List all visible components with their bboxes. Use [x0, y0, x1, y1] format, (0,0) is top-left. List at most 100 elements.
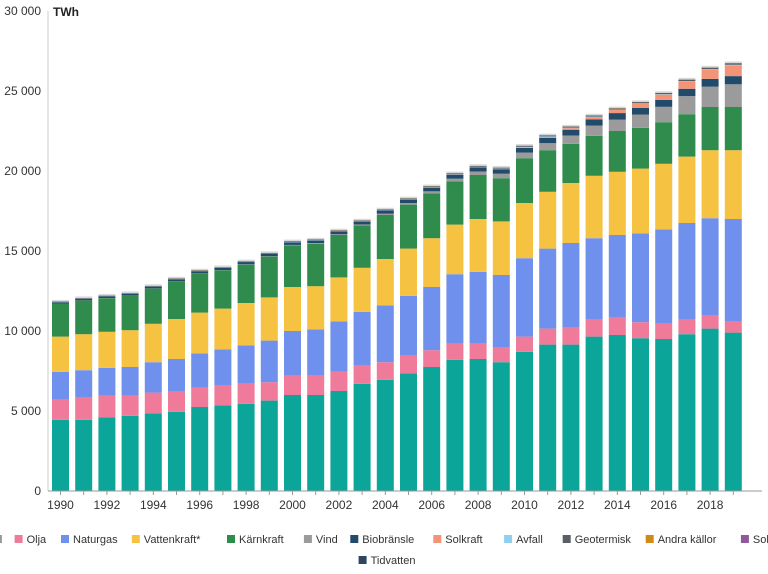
- bar-segment: [655, 94, 673, 100]
- bar-stack-2015: [632, 100, 649, 491]
- bar-segment: [492, 275, 510, 347]
- bar-segment: [52, 336, 69, 372]
- bar-stack-1996: [191, 268, 209, 491]
- bar-segment: [469, 167, 487, 172]
- bar-stack-2002: [330, 228, 348, 491]
- bar-segment: [632, 322, 649, 339]
- legend: Kol Olja Naturgas Vattenkraft* Kärnkraft Vind…: [0, 534, 768, 567]
- legend-swatch: [350, 535, 359, 543]
- x-tick-label: 2008: [465, 498, 492, 512]
- bar-segment: [307, 243, 325, 287]
- bar-segment: [469, 171, 487, 175]
- bar-cap: [469, 164, 487, 166]
- bar-segment: [75, 334, 93, 371]
- bar-segment: [539, 143, 557, 151]
- bar-segment: [75, 397, 93, 420]
- x-tick-label: 1992: [94, 498, 121, 512]
- legend-label: Geotermisk: [575, 534, 632, 546]
- bar-segment: [400, 203, 417, 205]
- bar-segment: [307, 329, 325, 375]
- bar-segment: [492, 362, 510, 491]
- bar-segment: [562, 344, 580, 491]
- x-axis: 1990 1992 1994 1996 1998 2000 2002 2004 2006 2008…: [47, 490, 762, 512]
- legend-swatch: [562, 535, 571, 543]
- legend-item: Geotermisk: [562, 534, 632, 546]
- bar-stack-2004: [376, 207, 394, 491]
- bar-stack-1993: [121, 291, 139, 491]
- bar-cap: [144, 284, 162, 286]
- bar-segment: [98, 417, 116, 491]
- bar-cap: [562, 124, 580, 127]
- bar-segment: [701, 315, 719, 329]
- bar-segment: [632, 102, 649, 104]
- bar-cap: [121, 291, 139, 293]
- bar-segment: [237, 403, 255, 491]
- bar-segment: [353, 311, 371, 366]
- bar-segment: [516, 147, 533, 153]
- bar-segment: [144, 392, 162, 414]
- bar-segment: [446, 181, 464, 225]
- bar-cap: [585, 113, 603, 116]
- bar-segment: [423, 193, 441, 239]
- bar-segment: [539, 150, 557, 192]
- bar-cap: [376, 207, 394, 210]
- bar-segment: [98, 395, 116, 418]
- x-tick-label: 2016: [650, 498, 677, 512]
- bar-segment: [376, 379, 394, 491]
- x-tick-label: 2014: [604, 498, 631, 512]
- bar-segment: [516, 158, 533, 203]
- bar-segment: [121, 330, 139, 367]
- bar-segment: [492, 167, 510, 169]
- x-tick-label: 2002: [326, 498, 353, 512]
- bar-cap: [678, 77, 696, 80]
- bar-segment: [492, 178, 510, 222]
- legend-item: Solkraft: [433, 534, 483, 546]
- bar-segment: [562, 183, 580, 243]
- bar-segment: [585, 336, 603, 491]
- x-tick-label: 1996: [186, 498, 213, 512]
- bar-segment: [678, 81, 696, 89]
- legend-label: Kärnkraft: [239, 534, 284, 546]
- bar-segment: [400, 295, 417, 355]
- bar-stack-2001: [307, 237, 325, 491]
- legend-swatch: [740, 535, 749, 543]
- bar-segment: [260, 297, 278, 341]
- bar-segment: [284, 331, 301, 376]
- bar-segment: [655, 99, 673, 107]
- bar-segment: [330, 235, 348, 278]
- bar-segment: [678, 79, 696, 82]
- bar-segment: [655, 229, 673, 323]
- bar-segment: [608, 131, 626, 172]
- bar-segment: [121, 395, 139, 416]
- bar-segment: [214, 267, 232, 271]
- bar-cap: [516, 144, 533, 146]
- bar-segment: [446, 224, 464, 275]
- legend-label: Olja: [27, 534, 47, 546]
- bar-segment: [191, 312, 209, 354]
- legend-label: Biobränsle: [362, 534, 414, 546]
- bar-cap: [400, 196, 417, 199]
- bar-cap: [608, 106, 626, 109]
- bar-segment: [307, 395, 325, 491]
- bar-segment: [75, 419, 93, 491]
- legend-swatch: [303, 535, 312, 543]
- bar-segment: [98, 296, 116, 299]
- bar-segment: [469, 219, 487, 272]
- bar-stack-2013: [585, 113, 603, 491]
- bar-segment: [678, 114, 696, 157]
- bar-segment: [446, 178, 464, 182]
- bar-segment: [284, 287, 301, 331]
- bar-segment: [701, 328, 719, 491]
- bar-segment: [144, 362, 162, 393]
- bar-segment: [608, 235, 626, 318]
- bar-segment: [284, 241, 301, 243]
- bar-segment: [539, 248, 557, 329]
- legend-swatch: [645, 535, 654, 543]
- bar-segment: [121, 367, 139, 396]
- bar-segment: [98, 298, 116, 332]
- bar-segment: [376, 215, 394, 259]
- bar-segment: [446, 359, 464, 491]
- bar-segment: [516, 351, 533, 491]
- bar-segment: [330, 321, 348, 372]
- legend-item: Naturgas: [61, 534, 118, 546]
